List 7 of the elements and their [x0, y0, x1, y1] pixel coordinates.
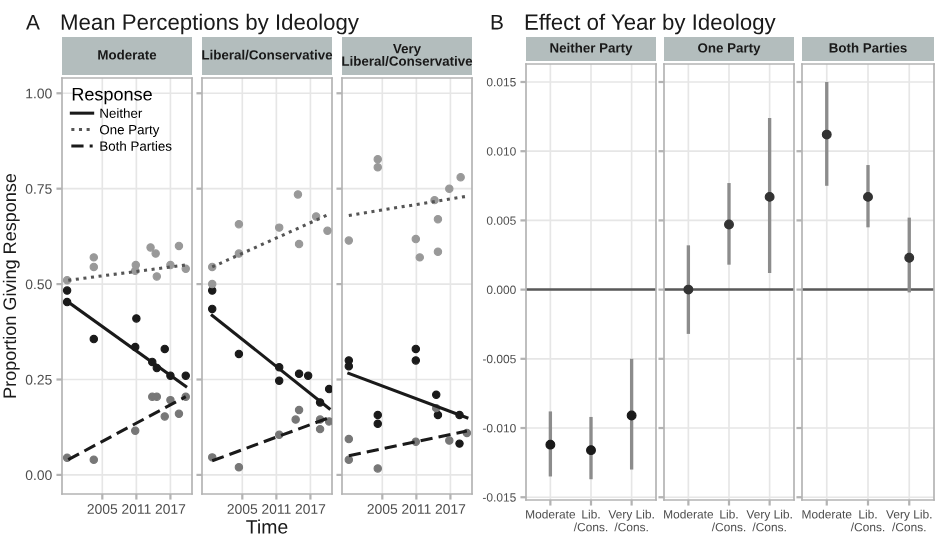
text: Effect of Year by Ideology	[525, 13, 776, 35]
text: Mean Perceptions by Ideology	[61, 13, 359, 35]
y-axis-title: Proportion Giving Response	[2, 173, 20, 398]
legend-title: Response	[72, 88, 152, 105]
text: B	[491, 15, 503, 30]
text: A	[26, 15, 40, 30]
x-axis-title: Time	[246, 519, 288, 534]
